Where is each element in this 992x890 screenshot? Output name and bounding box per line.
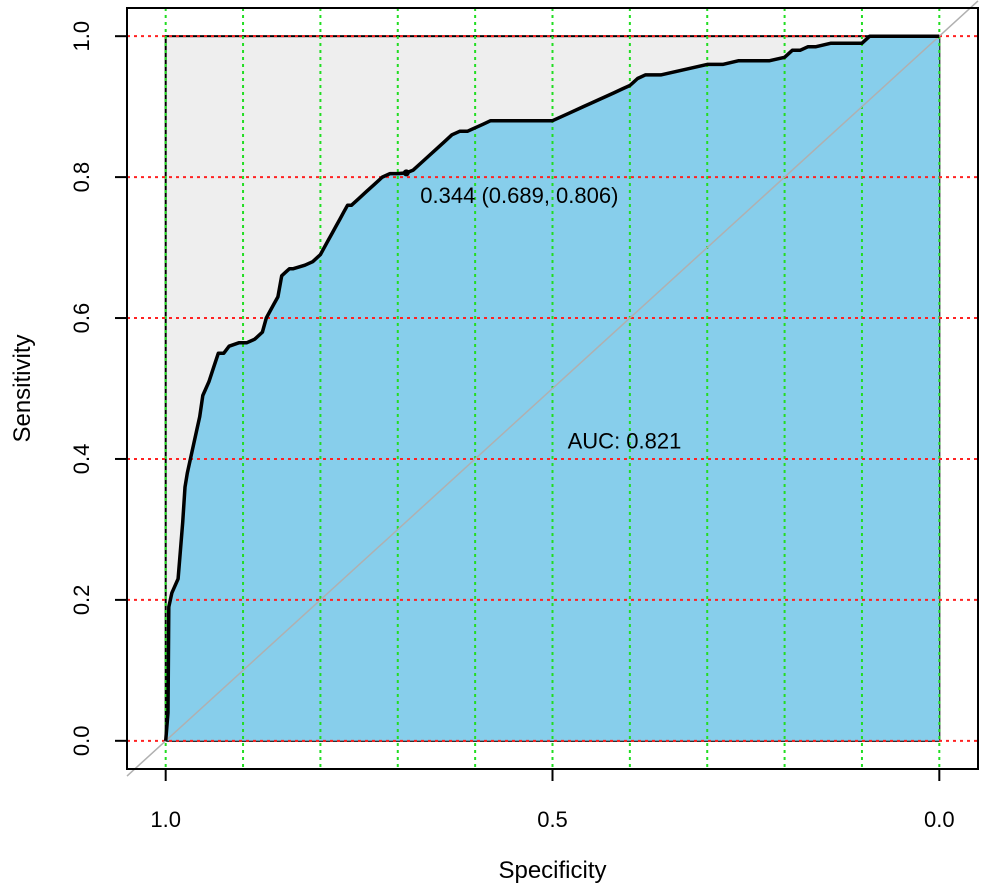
x-tick-label: 0.5 (537, 807, 568, 832)
y-tick-label: 0.2 (69, 585, 94, 616)
x-tick-label: 1.0 (150, 807, 181, 832)
y-tick-label: 1.0 (69, 21, 94, 52)
y-axis-ticks: 0.0 0.2 0.4 0.6 0.8 1.0 (69, 21, 127, 756)
diagonal-reference-line (126, 0, 979, 777)
x-tick-label: 0.0 (924, 807, 955, 832)
y-tick-label: 0.6 (69, 303, 94, 334)
threshold-point (402, 169, 410, 177)
roc-curve-line (163, 34, 940, 741)
threshold-annotation: 0.344 (0.689, 0.806) (420, 183, 618, 208)
auc-annotation: AUC: 0.821 (568, 429, 682, 454)
y-tick-label: 0.8 (69, 162, 94, 193)
y-tick-label: 0.0 (69, 726, 94, 757)
x-axis-title: Specificity (498, 857, 606, 884)
x-axis-ticks: 1.0 0.5 0.0 (150, 768, 955, 832)
y-axis-title: Sensitivity (9, 334, 36, 442)
y-tick-label: 0.4 (69, 444, 94, 475)
horizontal-grid-lines (127, 35, 978, 742)
